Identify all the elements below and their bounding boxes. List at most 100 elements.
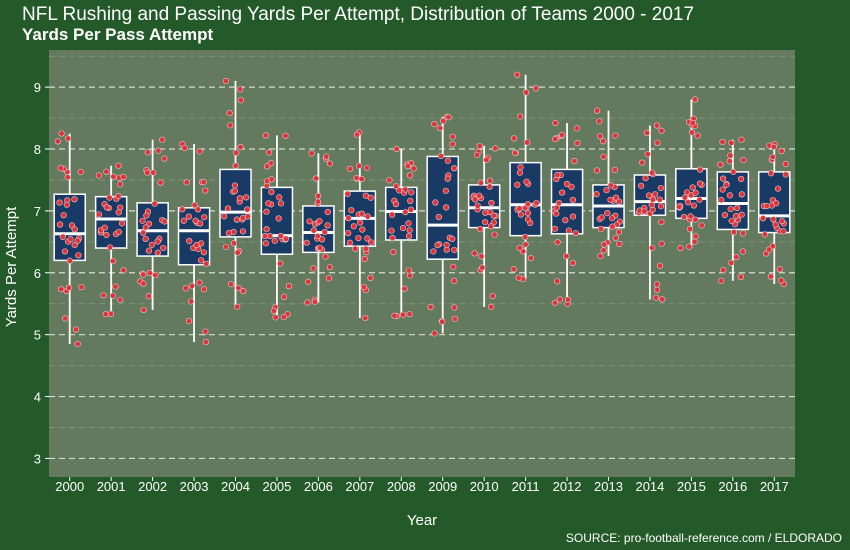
- y-axis-ticks: 3 4 5 6 7 8 9: [34, 80, 49, 466]
- y-tick-label: 8: [34, 142, 41, 157]
- data-point: [358, 210, 365, 217]
- data-point: [324, 208, 331, 216]
- data-point: [117, 181, 124, 188]
- data-point: [685, 199, 692, 206]
- data-point: [523, 178, 530, 185]
- data-point: [474, 151, 481, 159]
- data-point: [522, 241, 529, 248]
- data-point: [571, 158, 578, 165]
- data-point: [690, 202, 698, 209]
- data-point: [353, 131, 361, 138]
- data-point: [234, 249, 241, 256]
- data-point: [778, 277, 785, 284]
- data-point: [154, 238, 161, 245]
- data-point: [352, 245, 359, 252]
- data-point: [277, 200, 285, 207]
- x-tick-label: 2011: [512, 479, 540, 494]
- y-tick-label: 5: [34, 328, 41, 343]
- data-point: [600, 138, 607, 145]
- data-point: [406, 227, 413, 234]
- data-point: [406, 311, 413, 318]
- data-point: [142, 235, 149, 243]
- jitter-points: [54, 71, 789, 348]
- data-point: [74, 340, 81, 348]
- data-point: [718, 196, 725, 204]
- data-point: [432, 199, 439, 206]
- data-point: [556, 296, 563, 303]
- data-point: [517, 211, 525, 218]
- data-point: [140, 306, 147, 314]
- data-point: [193, 241, 200, 249]
- data-point: [598, 214, 605, 221]
- data-point: [386, 177, 393, 184]
- data-point: [769, 153, 776, 161]
- data-point: [280, 313, 287, 321]
- data-point: [64, 135, 72, 142]
- x-tick-label: 2006: [304, 479, 333, 494]
- data-point: [388, 227, 395, 234]
- data-point: [730, 229, 738, 236]
- data-point: [148, 241, 155, 248]
- data-point: [552, 135, 559, 143]
- data-point: [236, 195, 243, 202]
- data-point: [405, 220, 412, 227]
- data-point: [483, 156, 490, 164]
- data-point: [145, 247, 153, 254]
- data-point: [554, 171, 561, 179]
- data-point: [514, 181, 521, 188]
- x-tick-label: 2015: [677, 479, 706, 494]
- data-point: [186, 237, 193, 245]
- data-point: [527, 255, 534, 262]
- data-point: [563, 180, 571, 188]
- data-point: [357, 219, 364, 226]
- data-point: [689, 184, 696, 191]
- data-point: [106, 244, 114, 251]
- data-point: [62, 315, 69, 322]
- data-point: [282, 132, 289, 139]
- data-point: [120, 173, 127, 180]
- data-point: [604, 209, 611, 217]
- data-point: [244, 206, 251, 213]
- data-point: [555, 199, 563, 207]
- data-point: [326, 264, 333, 271]
- data-point: [444, 175, 451, 182]
- data-point: [181, 144, 188, 152]
- data-point: [740, 230, 747, 237]
- data-point: [115, 193, 122, 200]
- data-point: [574, 140, 581, 147]
- data-point: [559, 189, 566, 196]
- data-point: [268, 188, 275, 196]
- data-point: [407, 206, 415, 213]
- data-point: [471, 196, 479, 203]
- data-point: [608, 215, 616, 222]
- data-point: [237, 86, 244, 93]
- data-point: [772, 221, 779, 228]
- data-point: [237, 97, 245, 104]
- data-point: [511, 149, 519, 157]
- data-point: [656, 262, 664, 269]
- data-point: [430, 248, 437, 255]
- data-point: [510, 135, 518, 142]
- data-point: [770, 143, 777, 150]
- data-point: [601, 241, 608, 248]
- data-point: [759, 215, 767, 222]
- data-point: [358, 175, 365, 183]
- data-point: [568, 183, 575, 190]
- x-tick-label: 2008: [387, 479, 416, 494]
- data-point: [404, 163, 411, 170]
- data-point: [641, 208, 648, 215]
- data-point: [237, 144, 244, 151]
- data-point: [597, 252, 604, 260]
- data-point: [318, 236, 326, 243]
- data-point: [410, 165, 417, 172]
- data-point: [739, 248, 746, 255]
- data-point: [437, 152, 445, 160]
- data-point: [303, 239, 310, 246]
- data-point: [56, 199, 63, 206]
- data-point: [240, 288, 247, 295]
- data-point: [773, 200, 780, 207]
- data-point: [272, 314, 279, 321]
- x-tick-label: 2010: [470, 479, 499, 494]
- x-tick-label: 2000: [55, 479, 84, 494]
- data-point: [160, 244, 167, 252]
